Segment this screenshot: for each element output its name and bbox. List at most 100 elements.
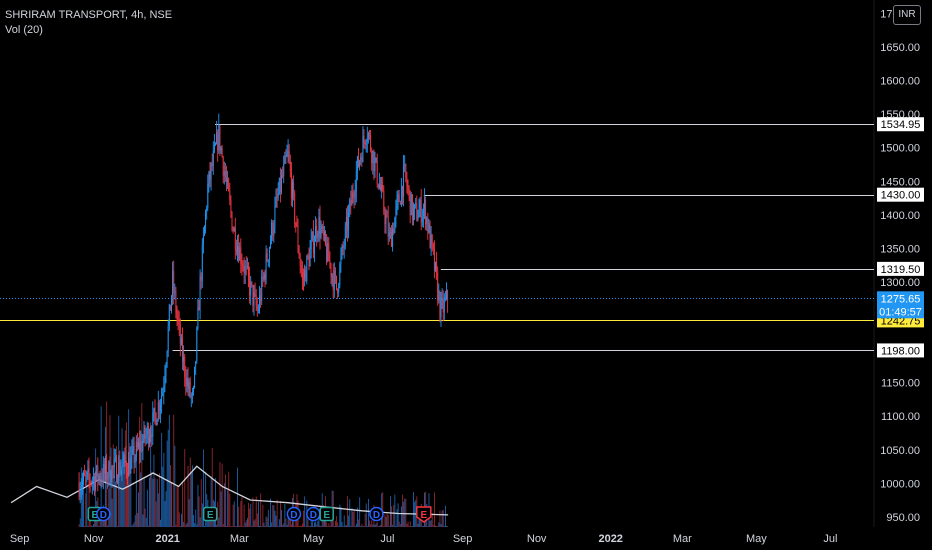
volume-bar [339,504,341,527]
candle-body [161,395,163,405]
candle-body [134,457,136,463]
candle-body [232,230,234,232]
candle-body [350,199,352,206]
volume-bar [409,521,411,527]
symbol-title[interactable]: SHRIRAM TRANSPORT, 4h, NSE [5,9,173,21]
volume-bar [231,526,233,527]
candle-body [85,475,87,477]
candle-body [323,231,325,236]
candle-body [185,377,187,386]
candle-body [439,291,441,317]
volume-bar [91,526,93,527]
volume-bar [136,512,138,527]
candle-body [355,171,357,192]
candle-body [421,216,423,223]
volume-bar [288,514,290,527]
candle-body [221,147,223,157]
volume-bar [366,526,368,527]
volume-bar [283,523,285,527]
volume-bar [84,526,86,527]
candle-body [386,216,388,218]
candle-body [264,273,266,280]
volume-bar [388,526,390,527]
volume-bar [404,498,406,527]
volume-indicator-label[interactable]: Vol (20) [5,24,43,36]
candle-body [99,475,101,481]
candle-body [353,196,355,198]
candle-body [254,292,256,295]
candle-body [325,231,326,245]
candle-body [333,270,335,290]
volume-bar [205,471,207,527]
candle-body [330,263,332,277]
candle-body [154,407,156,414]
candle-body [274,206,276,228]
volume-bar [183,521,185,527]
candle-body [266,253,268,262]
candle-body [443,299,445,313]
candle-body [271,222,273,241]
volume-bar [141,403,143,527]
volume-bar [143,476,145,527]
candle-body [209,171,211,180]
volume-bar [391,506,392,527]
candle-body [339,264,341,286]
candle-body [370,134,372,151]
volume-bar [444,505,446,527]
volume-bar [83,485,84,527]
candle-body [270,240,271,248]
candle-body [173,270,175,293]
candle-body [262,276,264,280]
volume-bar [326,522,328,527]
volume-bar [418,512,420,527]
y-tick-label: 1600.00 [880,76,920,88]
volume-bar [359,497,361,527]
candle-body [422,208,424,217]
volume-bar [356,507,358,527]
volume-bar [191,465,193,527]
volume-bar [437,526,439,527]
candle-body [165,364,167,376]
volume-bar [156,479,158,527]
volume-bar [138,492,139,527]
volume-bar [364,513,366,527]
volume-bar [152,478,154,527]
candle-body [263,273,265,280]
volume-bar [374,524,376,527]
level-price-label: 1534.95 [881,119,921,131]
candle-body [157,402,159,420]
candle-body [296,225,298,227]
volume-bar [443,526,445,527]
level-price-label: 1430.00 [881,190,921,202]
candle-body [364,140,366,145]
candle-body [220,147,222,151]
volume-bar [301,523,303,527]
y-tick-label: 1500.00 [880,143,920,155]
candle-body [191,391,193,396]
volume-bar [160,519,161,527]
candle-body [143,426,145,441]
candle-body [345,217,347,227]
volume-bar [402,494,403,527]
x-tick-label: Mar [673,533,692,545]
candle-body [207,184,209,208]
candle-body [430,234,432,249]
currency-badge[interactable]: INR [893,5,921,25]
candle-body [265,253,267,280]
candle-body [426,217,428,224]
volume-bar [403,501,405,527]
candle-body [432,243,434,250]
y-tick-label: 1350.00 [880,243,920,255]
candle-body [188,381,190,390]
candle-body [168,304,170,327]
candle-body [281,175,282,192]
volume-bar [309,526,311,527]
volume-bar [360,526,362,527]
candle-body [86,472,88,476]
candle-body [369,133,370,135]
volume-bar [237,467,238,527]
volume-bar [86,476,88,527]
candle-body [150,434,152,438]
candle-body [299,257,301,267]
